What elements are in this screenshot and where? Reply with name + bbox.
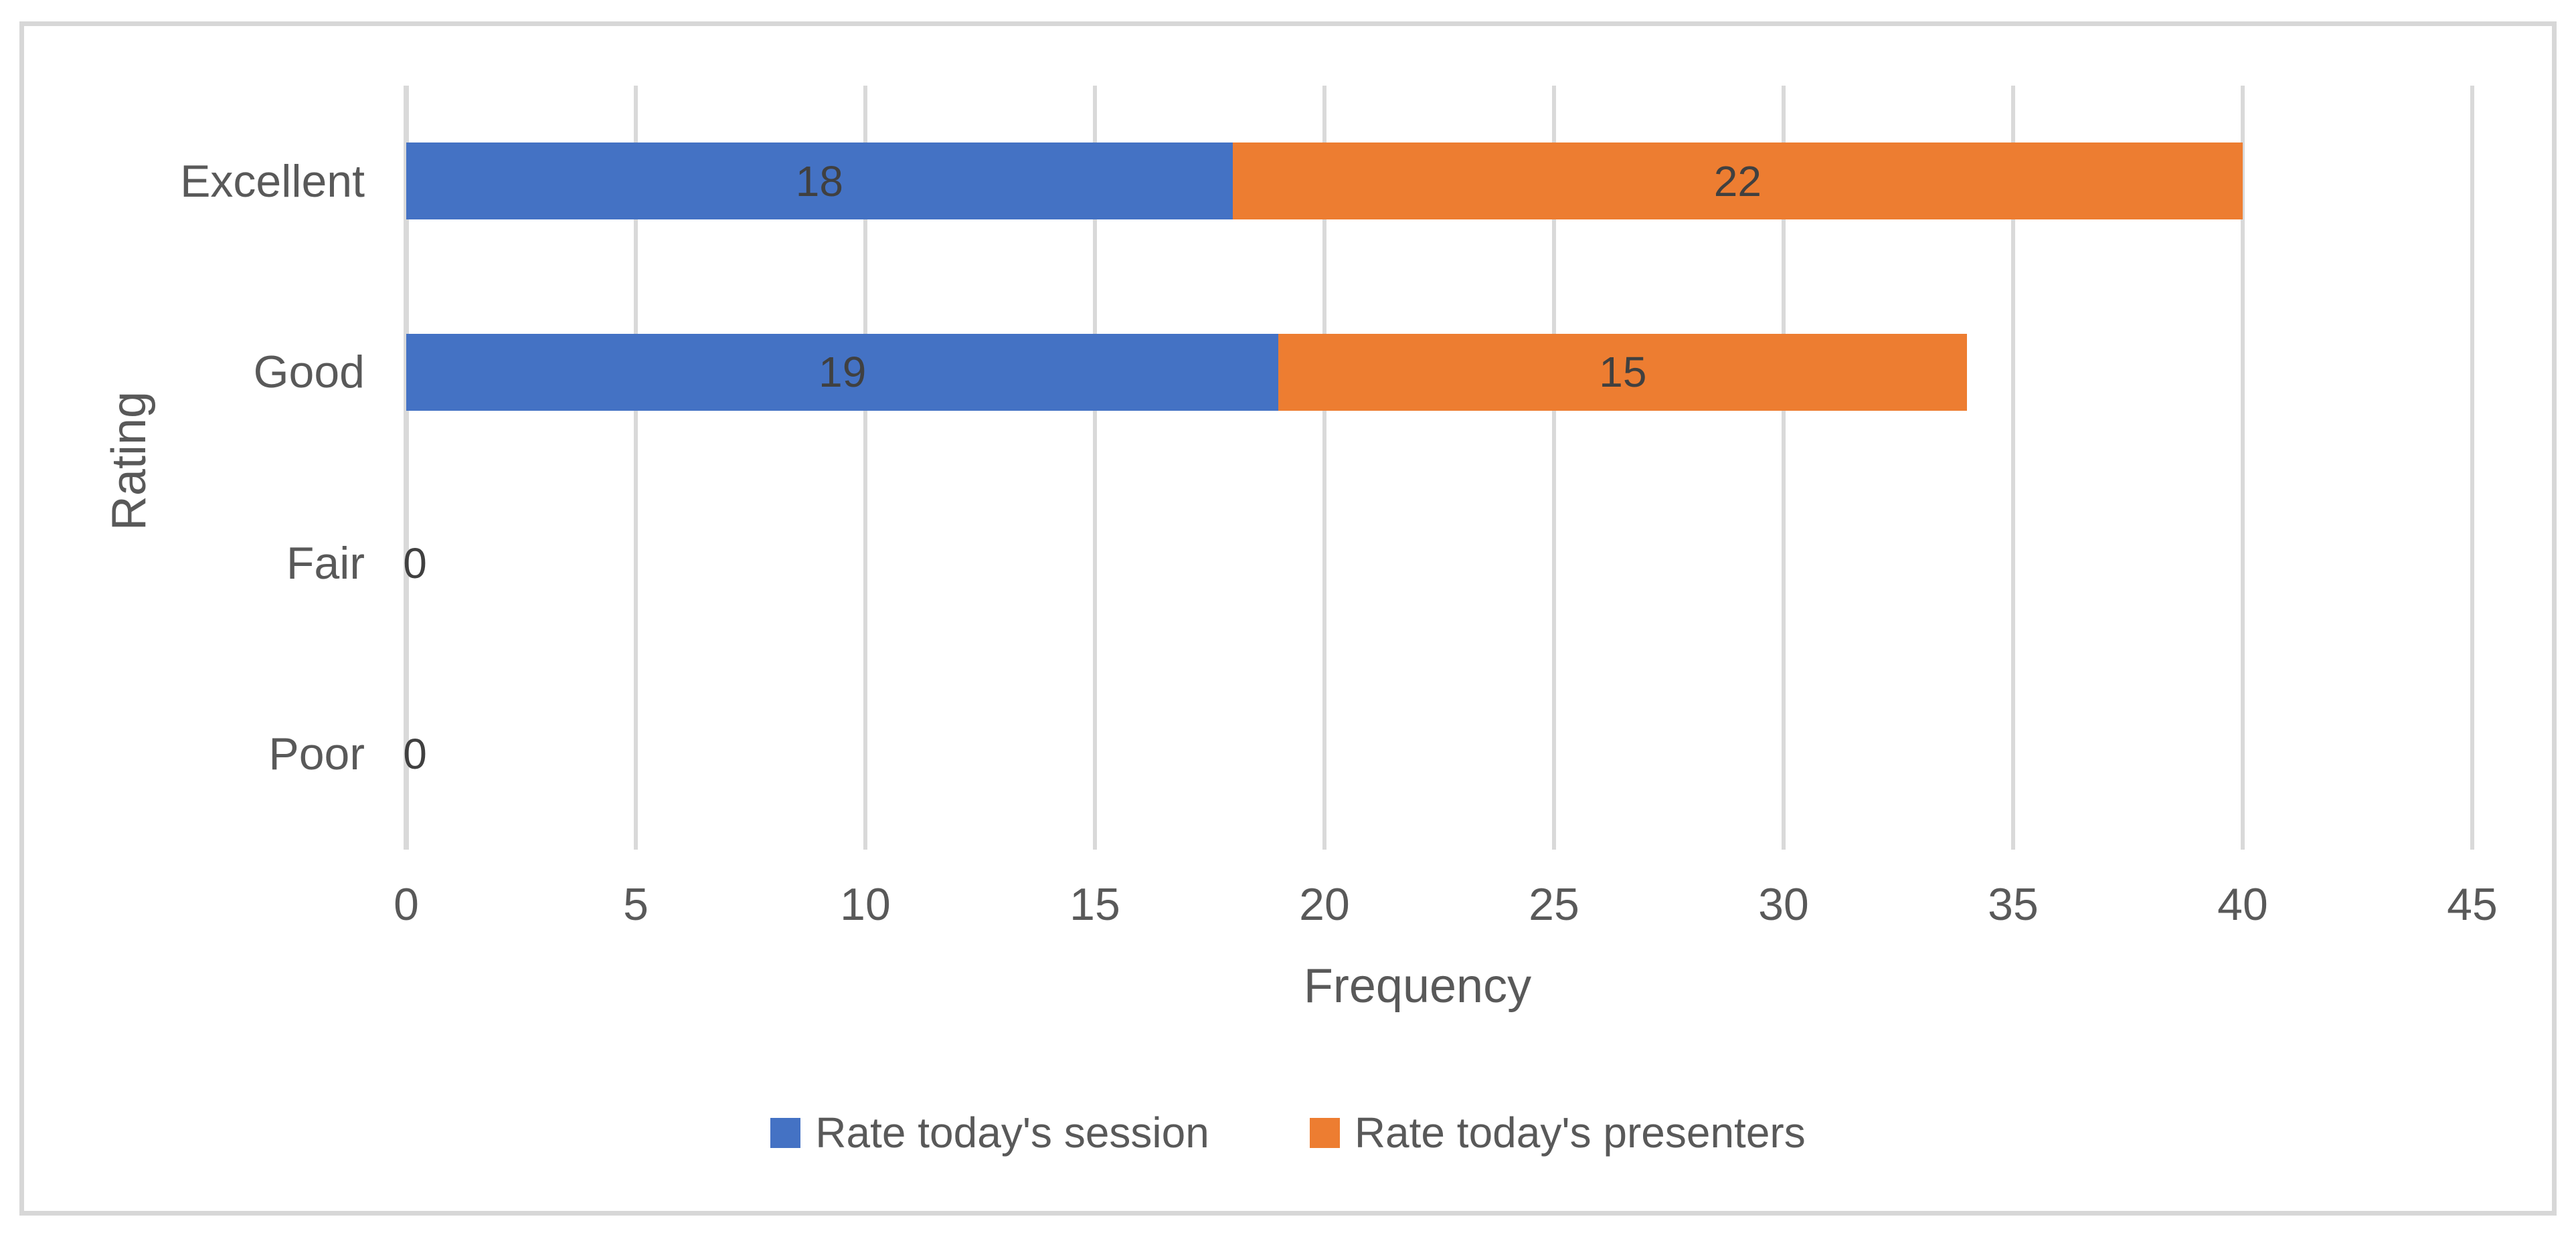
bar-segment[interactable]: [406, 333, 1279, 411]
x-tick-label: 20: [1299, 879, 1350, 930]
x-axis-title: Frequency: [1303, 959, 1532, 1013]
data-label: 22: [1713, 157, 1762, 205]
category-label: Excellent: [180, 155, 365, 207]
gridline: [1322, 86, 1326, 850]
data-label: 15: [1599, 348, 1647, 397]
bar-segment[interactable]: [1232, 142, 2243, 220]
category-label: Poor: [268, 729, 365, 780]
category-axis-line: [404, 86, 409, 850]
gridline: [634, 86, 638, 850]
x-tick-label: 0: [394, 879, 419, 930]
data-label: 18: [795, 157, 843, 205]
x-tick-label: 35: [1988, 879, 2039, 930]
gridline: [863, 86, 867, 850]
x-tick-label: 40: [2217, 879, 2268, 930]
data-label-zero: 0: [403, 730, 427, 779]
x-tick-label: 15: [1069, 879, 1120, 930]
data-label-zero: 0: [403, 539, 427, 587]
gridline: [2241, 86, 2245, 850]
y-axis-title: Rating: [102, 391, 156, 531]
legend-item[interactable]: Rate today's presenters: [1309, 1109, 1806, 1157]
x-tick-label: 30: [1758, 879, 1809, 930]
legend-item-label: Rate today's session: [815, 1109, 1209, 1157]
x-tick-label: 45: [2447, 879, 2498, 930]
category-label: Fair: [286, 537, 365, 589]
legend-item-label: Rate today's presenters: [1354, 1109, 1806, 1157]
data-label: 19: [819, 348, 867, 397]
legend-swatch-icon: [1309, 1117, 1340, 1148]
bar-segment[interactable]: [406, 142, 1233, 220]
legend: Rate today's session Rate today's present…: [0, 1111, 2576, 1154]
chart-frame[interactable]: [19, 21, 2557, 1216]
legend-item[interactable]: Rate today's session: [770, 1111, 1209, 1154]
x-tick-label: 5: [623, 879, 649, 930]
x-tick-label: 25: [1529, 879, 1579, 930]
gridline: [1552, 86, 1556, 850]
x-tick-label: 10: [840, 879, 891, 930]
legend-swatch-icon: [770, 1117, 801, 1148]
category-label: Good: [253, 347, 365, 398]
gridline: [1093, 86, 1097, 850]
bar-segment[interactable]: [1278, 333, 1968, 411]
gridline: [1782, 86, 1786, 850]
gridline: [2470, 86, 2474, 850]
gridline: [2011, 86, 2015, 850]
